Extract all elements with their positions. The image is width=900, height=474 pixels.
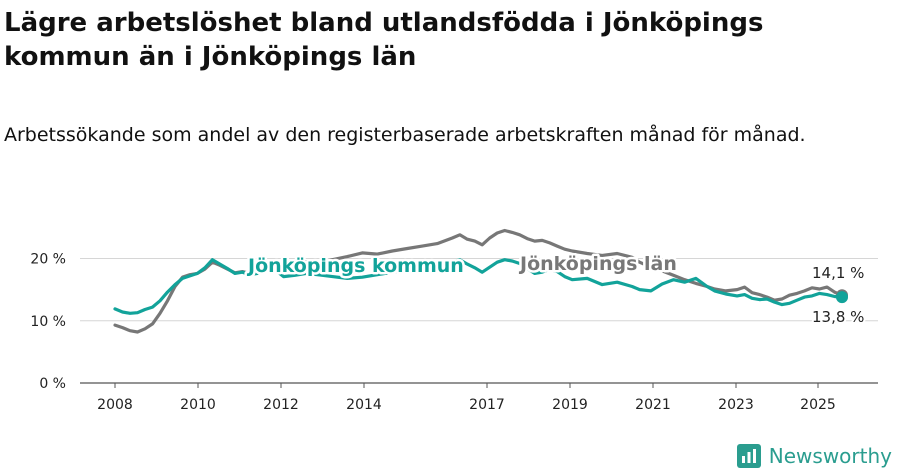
x-tick-label: 2010 xyxy=(180,397,216,413)
y-tick-label: 10 % xyxy=(30,314,66,330)
end-label-lan: 14,1 % xyxy=(812,264,864,282)
end-label-kommun: 13,8 % xyxy=(812,308,864,326)
series-lines xyxy=(113,228,848,334)
x-tick-label: 2023 xyxy=(718,397,754,413)
series-line-0 xyxy=(113,228,844,334)
series-label-lan: Jönköpings län xyxy=(518,253,677,275)
x-tick-label: 2019 xyxy=(552,397,588,413)
y-tick-label: 20 % xyxy=(30,252,66,268)
x-tick-label: 2008 xyxy=(97,397,133,413)
series-line-1 xyxy=(113,258,844,315)
newsworthy-icon xyxy=(736,444,761,468)
brand-logo[interactable]: Newsworthy xyxy=(736,444,892,468)
x-tick-label: 2017 xyxy=(469,397,505,413)
x-tick-label: 2014 xyxy=(346,397,382,413)
series-end-marker-1 xyxy=(836,291,848,304)
chart-subtitle: Arbetssökande som andel av den registerb… xyxy=(4,124,806,146)
x-axis: 2008 2010 2012 2014 2017 2019 2021 2023 2025 xyxy=(97,383,836,413)
chart-title: Lägre arbetslöshet bland utlandsfödda i … xyxy=(4,8,764,72)
x-tick-label: 2025 xyxy=(800,397,836,413)
y-axis: 0 % 10 % 20 % xyxy=(30,252,66,393)
series-label-kommun: Jönköpings kommun xyxy=(246,255,464,277)
x-tick-label: 2021 xyxy=(635,397,671,413)
brand-name: Newsworthy xyxy=(768,444,892,468)
series-labels: Jönköpings kommun Jönköpings län 14,1 % 13,… xyxy=(244,251,867,329)
x-tick-label: 2012 xyxy=(263,397,299,413)
y-tick-label: 0 % xyxy=(39,376,66,392)
gridlines xyxy=(80,258,878,384)
